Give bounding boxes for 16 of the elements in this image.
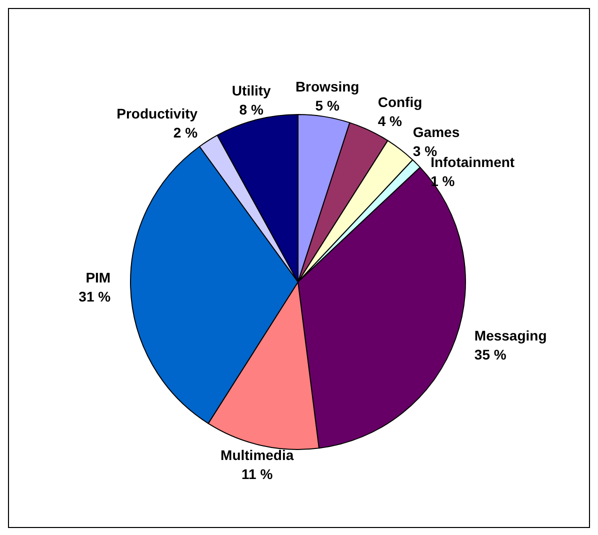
slice-label: Productivity (116, 106, 198, 122)
data-label: 4 % (378, 113, 403, 130)
slice-label: Games (412, 124, 460, 140)
data-label: 35 % (474, 346, 507, 362)
data-label: 5 % (315, 98, 340, 114)
data-label: 31 % (78, 288, 112, 305)
slice-label: Browsing (295, 78, 360, 95)
data-label: 11 % (242, 466, 274, 482)
data-label: 8 % (239, 101, 264, 118)
data-label: 2 % (173, 124, 198, 141)
slice-label: Utility (232, 82, 272, 98)
slice-label: Config (378, 94, 422, 110)
slice-label: Messaging (474, 327, 547, 344)
slice-label: Multimedia (220, 446, 294, 463)
data-label: 1 % (430, 173, 456, 190)
slice-label: PIM (86, 270, 111, 286)
